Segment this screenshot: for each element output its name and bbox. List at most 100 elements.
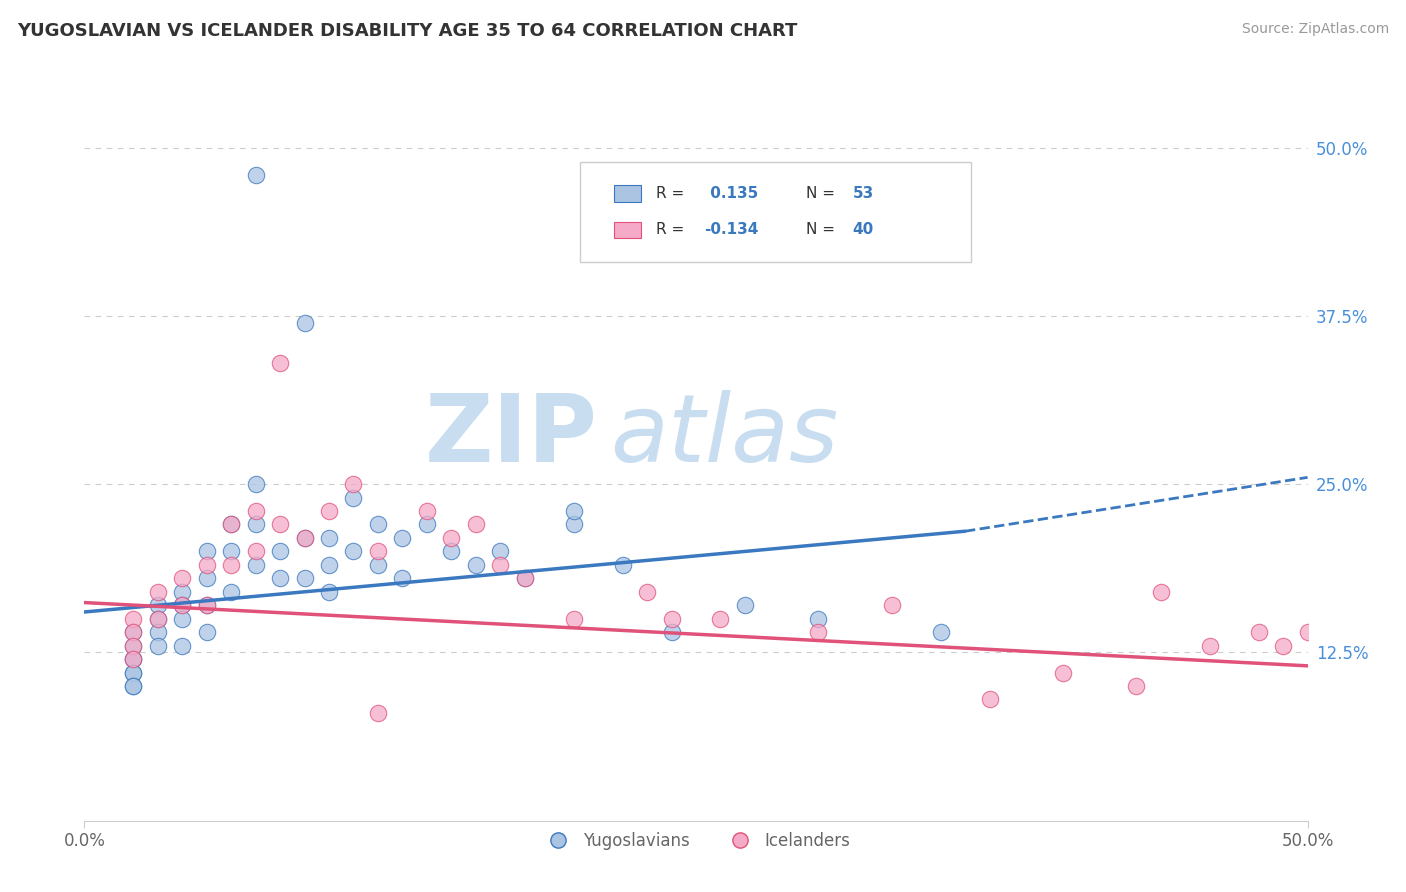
Point (195, 558, 218, 572)
Point (318, 504, 340, 518)
Legend: Yugoslavians, Icelanders: Yugoslavians, Icelanders (534, 825, 858, 856)
Point (489, 558, 512, 572)
Point (562, 517, 585, 532)
Point (979, 692, 1001, 706)
Point (245, 504, 267, 518)
Point (416, 517, 439, 532)
Point (195, 625, 218, 640)
Point (269, 356, 291, 370)
Point (513, 571, 536, 585)
Text: -0.134: -0.134 (704, 222, 759, 237)
Point (172, 612, 194, 626)
Text: atlas: atlas (610, 390, 838, 481)
Point (219, 517, 242, 532)
Point (464, 517, 486, 532)
FancyBboxPatch shape (614, 222, 641, 238)
Point (122, 612, 145, 626)
Point (219, 584, 242, 599)
Point (342, 491, 364, 505)
Point (122, 652, 145, 666)
Point (195, 599, 218, 613)
Point (146, 625, 169, 640)
Point (734, 599, 756, 613)
Point (195, 571, 218, 585)
Point (612, 558, 634, 572)
Point (245, 477, 267, 491)
Point (807, 612, 830, 626)
Point (464, 558, 486, 572)
Point (1247, 625, 1270, 640)
Point (122, 679, 145, 693)
Point (636, 584, 658, 599)
Point (1272, 639, 1295, 653)
Point (269, 544, 291, 558)
Text: R =: R = (655, 186, 689, 201)
Text: N =: N = (806, 222, 839, 237)
Point (146, 612, 169, 626)
Point (122, 652, 145, 666)
Point (416, 504, 439, 518)
Point (122, 625, 145, 640)
Text: 53: 53 (852, 186, 873, 201)
Point (122, 639, 145, 653)
Point (294, 571, 316, 585)
Point (172, 639, 194, 653)
Text: R =: R = (655, 222, 689, 237)
Point (172, 599, 194, 613)
Point (1052, 665, 1074, 680)
Point (440, 531, 463, 545)
Point (219, 517, 242, 532)
FancyBboxPatch shape (614, 186, 641, 202)
Point (661, 625, 683, 640)
Point (1296, 625, 1319, 640)
Point (122, 639, 145, 653)
Point (562, 612, 585, 626)
Point (1125, 679, 1147, 693)
Point (318, 531, 340, 545)
Point (269, 517, 291, 532)
Point (807, 625, 830, 640)
Text: YUGOSLAVIAN VS ICELANDER DISABILITY AGE 35 TO 64 CORRELATION CHART: YUGOSLAVIAN VS ICELANDER DISABILITY AGE … (17, 22, 797, 40)
Point (122, 665, 145, 680)
FancyBboxPatch shape (579, 161, 972, 261)
Point (195, 599, 218, 613)
Point (367, 706, 389, 720)
Point (367, 517, 389, 532)
Point (146, 639, 169, 653)
Point (440, 544, 463, 558)
Point (880, 599, 903, 613)
Point (367, 544, 389, 558)
Point (929, 625, 952, 640)
Point (391, 531, 413, 545)
Point (661, 612, 683, 626)
Point (294, 531, 316, 545)
Point (146, 612, 169, 626)
Point (318, 558, 340, 572)
Point (342, 544, 364, 558)
Point (172, 599, 194, 613)
Point (219, 544, 242, 558)
Point (709, 612, 731, 626)
Point (269, 571, 291, 585)
Point (367, 558, 389, 572)
Point (245, 517, 267, 532)
Point (342, 477, 364, 491)
Point (318, 584, 340, 599)
Point (391, 571, 413, 585)
Text: Source: ZipAtlas.com: Source: ZipAtlas.com (1241, 22, 1389, 37)
Point (146, 599, 169, 613)
Point (562, 504, 585, 518)
Point (172, 584, 194, 599)
Point (245, 168, 267, 182)
Point (489, 544, 512, 558)
Point (195, 544, 218, 558)
Point (122, 665, 145, 680)
Point (146, 584, 169, 599)
Point (245, 558, 267, 572)
Text: 0.135: 0.135 (704, 186, 758, 201)
Point (1198, 639, 1220, 653)
Point (513, 571, 536, 585)
Point (122, 652, 145, 666)
Point (294, 316, 316, 330)
Point (294, 531, 316, 545)
